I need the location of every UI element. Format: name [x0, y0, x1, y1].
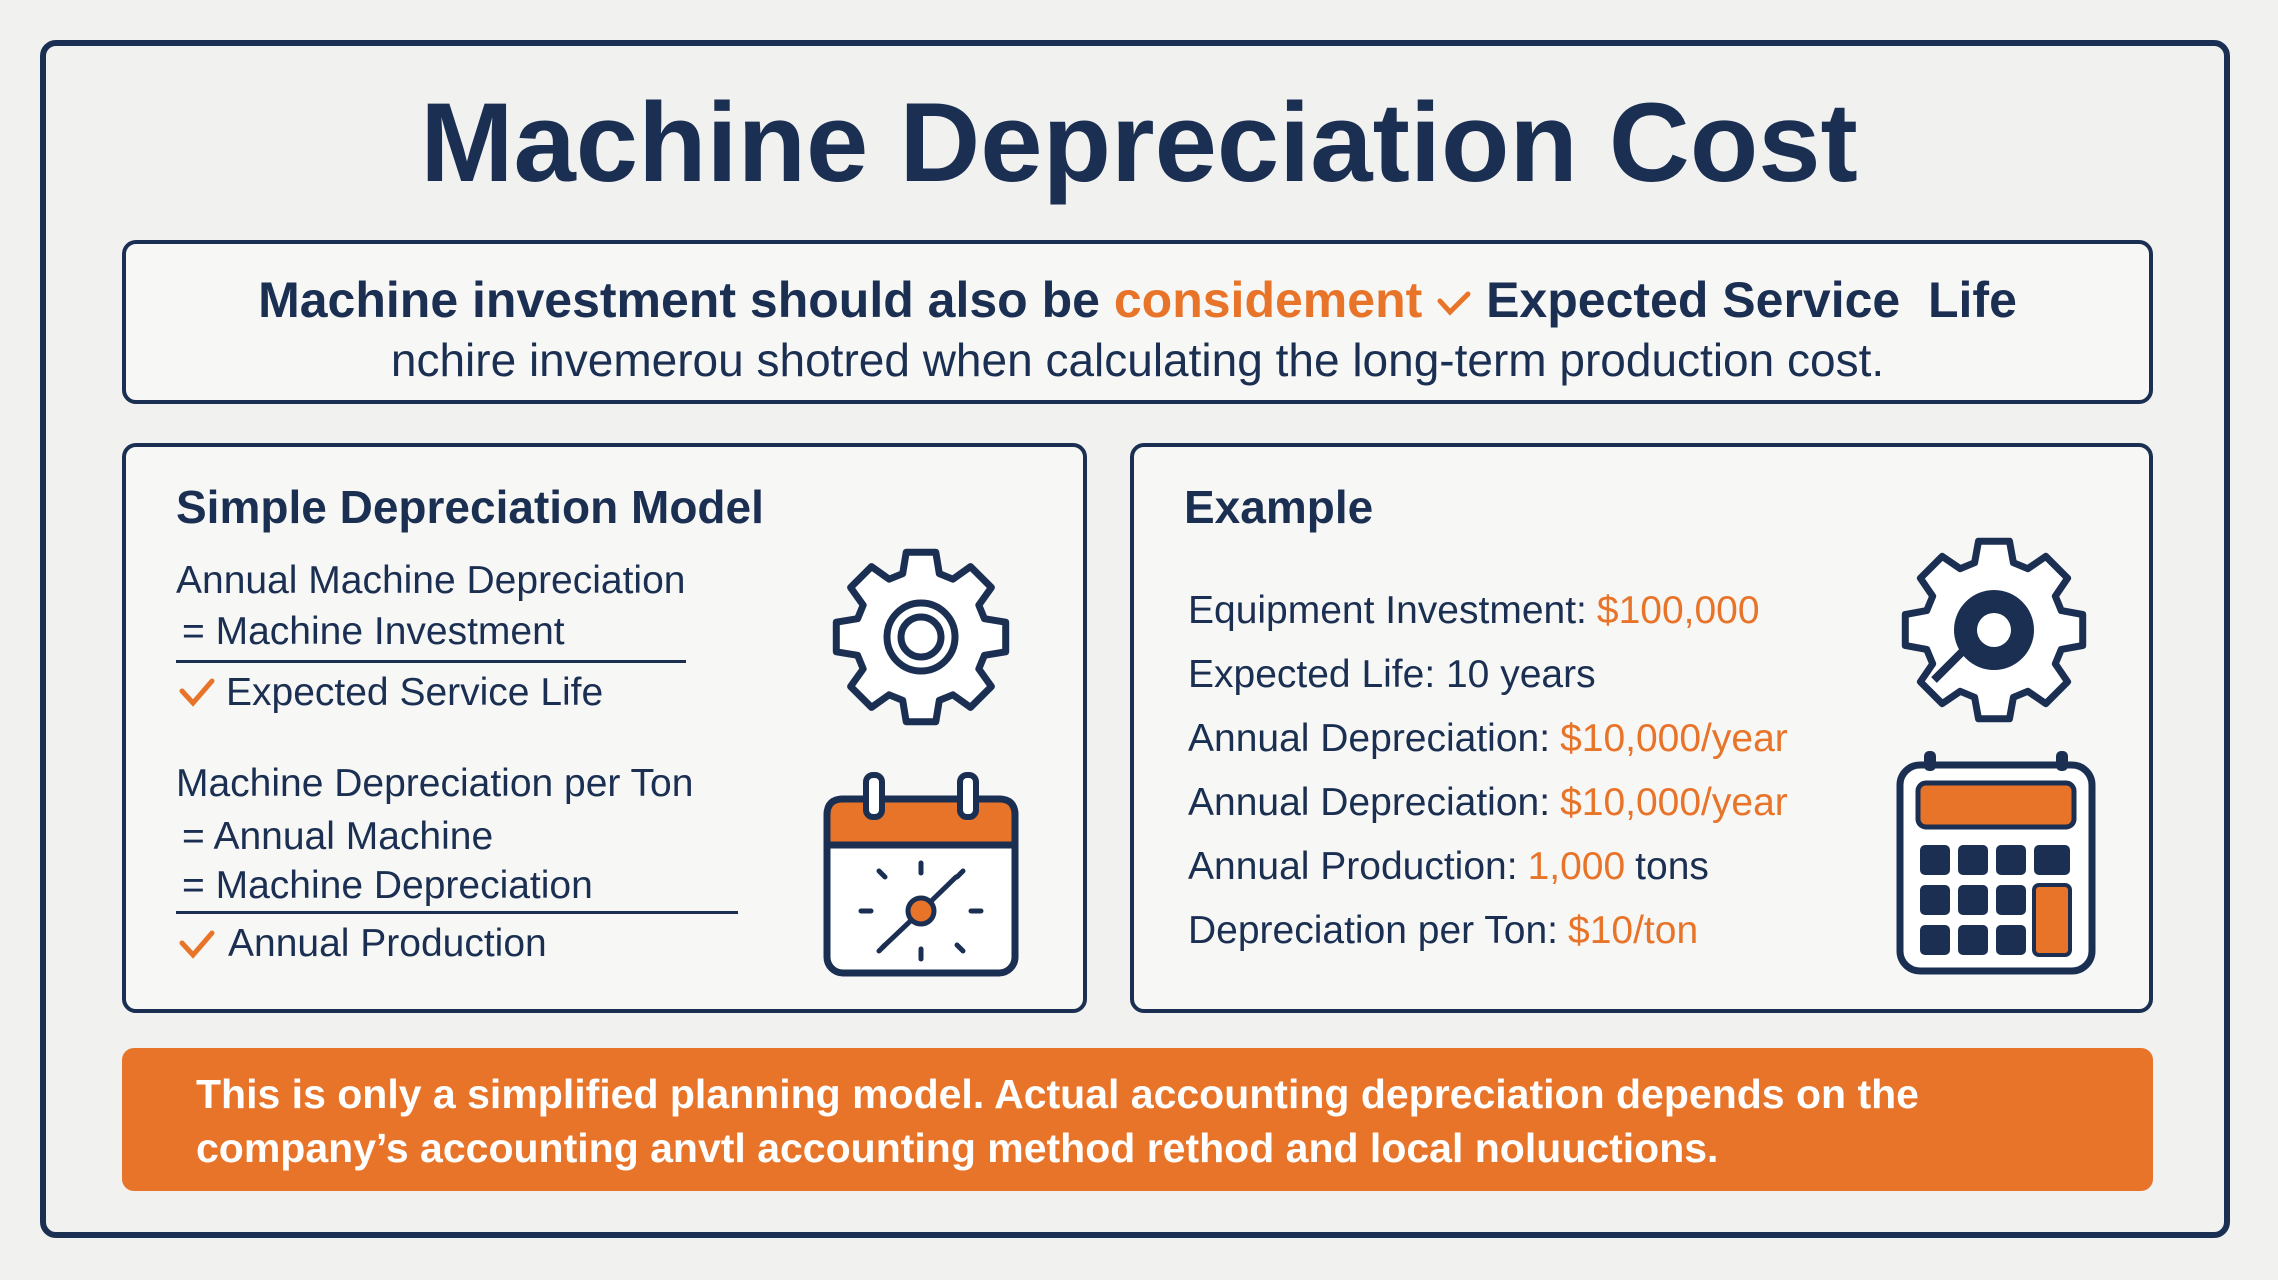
- row-value: $10/ton: [1568, 909, 1699, 952]
- calculator-icon: [1896, 751, 2096, 975]
- left-panel: Simple Depreciation Model Annual Machine…: [122, 443, 1087, 1013]
- row-value: 1,000: [1527, 845, 1626, 888]
- example-row: Equipment Investment: $100,000: [1188, 587, 1760, 635]
- panel-title: Example: [1184, 481, 1374, 533]
- gear-icon: [832, 548, 1010, 726]
- frame: [40, 40, 2230, 1238]
- example-row: Annual Depreciation: $10,000/year: [1188, 715, 1788, 763]
- fraction-rule: [176, 911, 738, 914]
- intro-text: Machine investment should also be: [258, 272, 1100, 328]
- row-label: Annual Depreciation:: [1188, 717, 1551, 760]
- formula-name: Machine Depreciation per Ton: [176, 762, 694, 805]
- formula-name: Annual Machine Depreciation: [176, 559, 686, 602]
- footer-line: This is only a simplified planning model…: [196, 1071, 1919, 1117]
- calendar-icon: [823, 772, 1019, 977]
- gear-icon: [1901, 537, 2087, 723]
- check-icon: [1437, 291, 1471, 316]
- row-label: Depreciation per Ton:: [1188, 909, 1559, 952]
- intro-highlight: considement: [1113, 272, 1423, 328]
- formula-line: = Annual Machine: [182, 815, 494, 858]
- intro-box: Machine investment should also be consid…: [122, 240, 2153, 404]
- footer-line: company’s accounting anvtl accounting me…: [196, 1125, 1719, 1171]
- example-row: Depreciation per Ton: $10/ton: [1188, 907, 1698, 955]
- formula-divisor: Expected Service Life: [226, 671, 604, 714]
- title: Machine Depreciation Cost: [420, 80, 1858, 205]
- formula-line: = Machine Depreciation: [182, 864, 593, 907]
- row-label: Expected Life: 10 years: [1188, 653, 1596, 696]
- row-value: $10,000/year: [1560, 781, 1788, 824]
- row-value: $10,000/year: [1560, 717, 1788, 760]
- check-icon: [179, 930, 215, 959]
- row-value: $100,000: [1596, 589, 1760, 632]
- footer-note: This is only a simplified planning model…: [122, 1048, 2153, 1191]
- intro-line: nchire invemerou shotred when calculatin…: [390, 334, 1885, 386]
- example-row: Annual Production: 1,000 tons: [1188, 843, 1709, 891]
- row-label: Annual Production:: [1188, 845, 1518, 888]
- row-label: Equipment Investment:: [1188, 589, 1587, 632]
- fraction-rule: [176, 660, 686, 663]
- panel-title: Simple Depreciation Model: [176, 481, 764, 533]
- check-icon: [179, 678, 215, 707]
- example-row: Annual Depreciation: $10,000/year: [1188, 779, 1788, 827]
- formula-divisor: Annual Production: [228, 922, 547, 965]
- intro-line: Machine investment should also be consid…: [126, 270, 2149, 330]
- example-row: Expected Life: 10 years: [1188, 651, 1596, 699]
- row-label: Annual Depreciation:: [1188, 781, 1551, 824]
- intro-after: Expected Service Life: [1486, 272, 2017, 328]
- row-suffix: tons: [1635, 845, 1709, 888]
- formula-line: = Machine Investment: [182, 610, 565, 653]
- right-panel: Example Equipment Investment: $100,000 Exp…: [1130, 443, 2153, 1013]
